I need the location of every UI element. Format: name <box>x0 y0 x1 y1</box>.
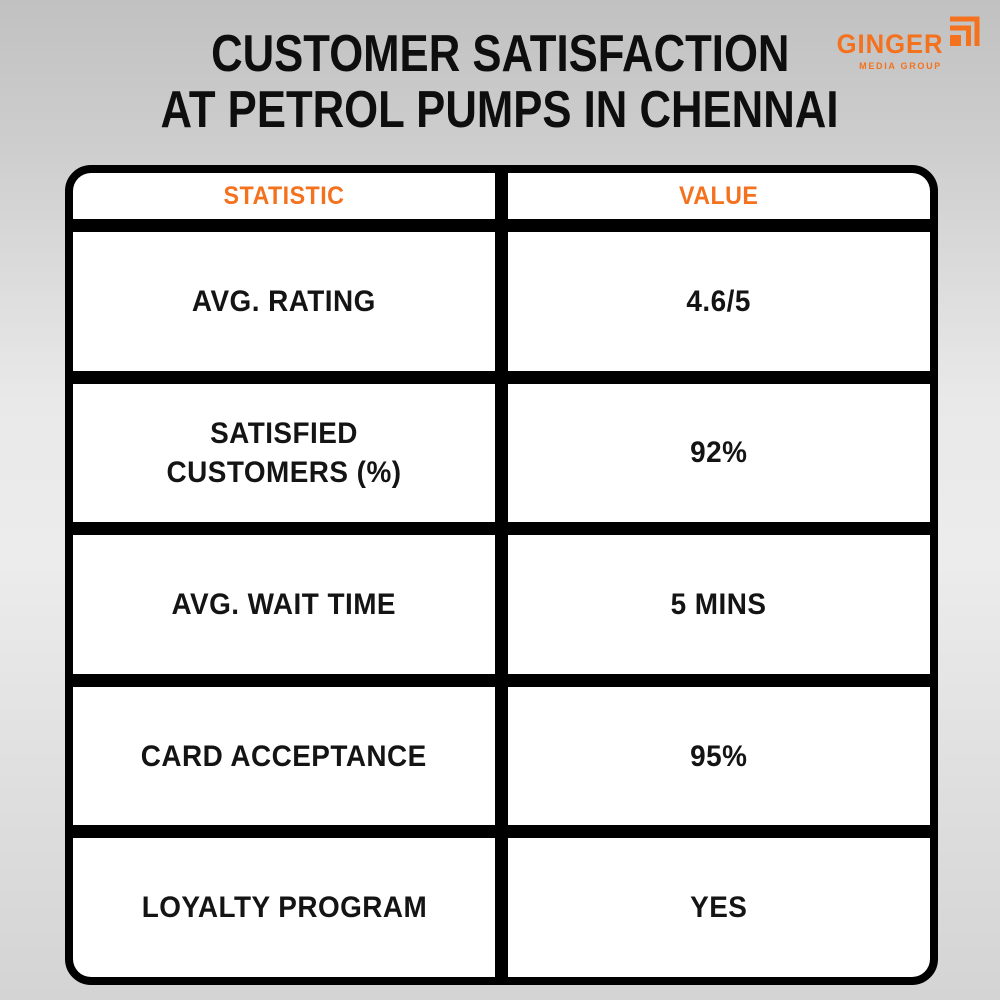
column-header-statistic-label: STATISTIC <box>223 181 345 210</box>
column-header-statistic: STATISTIC <box>73 173 495 219</box>
value-cell-satisfied-customers: 92% <box>508 383 930 523</box>
value-label: YES <box>690 891 748 925</box>
column-header-value-label: VALUE <box>679 181 759 210</box>
value-cell-loyalty-program: YES <box>508 838 930 977</box>
satisfaction-table: STATISTIC VALUE AVG. RATING 4.6/5 SATISF… <box>65 165 938 985</box>
statistic-cell-avg-rating: AVG. RATING <box>73 232 495 371</box>
statistic-label: SATISFIED CUSTOMERS (%) <box>166 416 402 489</box>
statistic-label: CARD ACCEPTANCE <box>141 739 427 773</box>
statistic-cell-avg-wait-time: AVG. WAIT TIME <box>73 535 495 674</box>
statistic-label: AVG. WAIT TIME <box>171 587 397 621</box>
statistic-label: LOYALTY PROGRAM <box>141 891 427 925</box>
value-cell-avg-wait-time: 5 MINS <box>508 535 930 674</box>
value-label: 5 MINS <box>671 587 767 621</box>
statistic-label: AVG. RATING <box>192 284 376 318</box>
value-cell-card-acceptance: 95% <box>508 686 930 826</box>
nested-squares-icon <box>949 16 980 47</box>
value-label: 92% <box>690 436 748 470</box>
value-cell-avg-rating: 4.6/5 <box>508 232 930 371</box>
value-label: 95% <box>690 739 748 773</box>
page-title: CUSTOMER SATISFACTION AT PETROL PUMPS IN… <box>0 26 1000 138</box>
column-header-value: VALUE <box>508 173 930 219</box>
page-title-line-1: CUSTOMER SATISFACTION <box>210 25 790 83</box>
page-title-line-2: AT PETROL PUMPS IN CHENNAI <box>161 81 839 139</box>
statistic-cell-card-acceptance: CARD ACCEPTANCE <box>73 686 495 826</box>
statistic-cell-loyalty-program: LOYALTY PROGRAM <box>73 838 495 977</box>
statistic-cell-satisfied-customers: SATISFIED CUSTOMERS (%) <box>73 383 495 523</box>
logo-tagline: MEDIA GROUP <box>859 61 942 71</box>
value-label: 4.6/5 <box>686 284 752 318</box>
ginger-media-logo: GINGER MEDIA GROUP <box>831 16 980 71</box>
logo-text: GINGER MEDIA GROUP <box>831 29 944 72</box>
logo-brand-name: GINGER <box>837 29 944 59</box>
